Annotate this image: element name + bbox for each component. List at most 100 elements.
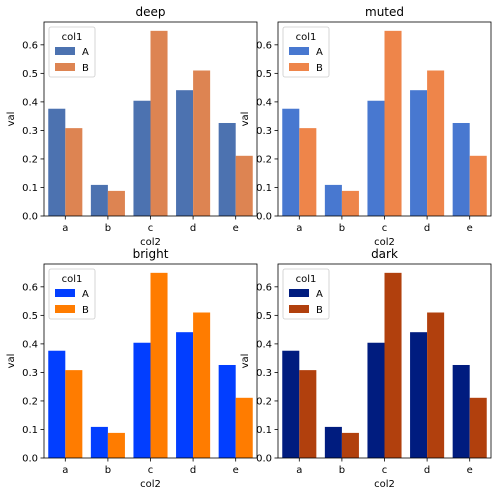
y-tick-label: 0.5 xyxy=(256,69,272,80)
legend-label-B: B xyxy=(316,305,323,316)
x-tick-label: b xyxy=(339,223,345,234)
bar-A-c xyxy=(133,100,151,216)
chart-panel-muted: 0.0 0.1 0.2 0.3 0.4 0.5 0.6 a b c d e muted col2 val co… xyxy=(240,5,492,248)
y-tick-label: 0.6 xyxy=(256,40,272,51)
bar-B-e xyxy=(469,155,487,216)
bar-A-b xyxy=(90,426,108,458)
legend-swatch-B xyxy=(55,305,75,313)
y-tick-label: 0.0 xyxy=(256,454,272,465)
bar-A-e xyxy=(218,364,236,458)
bar-B-c xyxy=(384,272,402,458)
y-tick-label: 0.0 xyxy=(256,212,272,223)
x-tick-label: e xyxy=(467,223,473,234)
x-tick-label: a xyxy=(296,223,302,234)
legend-swatch-B xyxy=(289,305,309,313)
legend-swatch-B xyxy=(55,63,75,71)
legend-swatch-A xyxy=(55,47,75,55)
bar-B-c xyxy=(150,272,168,458)
bar-B-d xyxy=(427,70,445,216)
legend-label-B: B xyxy=(82,305,89,316)
bar-B-d xyxy=(193,70,211,216)
y-axis-label: val xyxy=(6,354,17,369)
bar-B-b xyxy=(341,432,359,458)
bar-A-d xyxy=(410,332,428,458)
legend-swatch-A xyxy=(55,289,75,297)
legend-title: col1 xyxy=(296,32,317,43)
y-tick-label: 0.4 xyxy=(22,339,38,350)
bar-A-a xyxy=(48,108,66,216)
y-tick-label: 0.1 xyxy=(22,183,38,194)
bar-B-b xyxy=(107,432,125,458)
y-tick-label: 0.3 xyxy=(256,126,272,137)
legend: col1 AB xyxy=(282,26,330,78)
bar-A-d xyxy=(176,90,194,216)
x-tick-label: c xyxy=(382,223,388,234)
bar-B-a xyxy=(299,370,317,458)
legend-swatch-B xyxy=(289,63,309,71)
axes-frame xyxy=(43,21,258,217)
chart-title: dark xyxy=(371,247,398,261)
bar-A-c xyxy=(133,342,151,458)
y-tick-label: 0.0 xyxy=(22,212,38,223)
bar-A-c xyxy=(367,342,385,458)
bar-B-e xyxy=(235,397,253,458)
x-tick-label: e xyxy=(467,465,473,476)
y-tick-label: 0.2 xyxy=(256,396,272,407)
y-axis-label: val xyxy=(240,354,251,369)
legend: col1 AB xyxy=(48,26,96,78)
legend: col1 AB xyxy=(48,268,96,320)
y-tick-label: 0.4 xyxy=(256,97,272,108)
bar-B-c xyxy=(150,30,168,217)
bar-A-d xyxy=(176,332,194,458)
axes-frame xyxy=(277,263,492,459)
x-axis-label: col2 xyxy=(140,237,161,248)
x-tick-label: b xyxy=(105,223,111,234)
y-tick-label: 0.6 xyxy=(22,40,38,51)
bar-B-b xyxy=(107,190,125,216)
legend-label-A: A xyxy=(316,289,323,300)
bar-B-d xyxy=(427,312,445,458)
chart-title: muted xyxy=(365,5,404,19)
legend-label-A: A xyxy=(82,47,89,58)
bar-A-a xyxy=(282,108,300,216)
y-tick-label: 0.4 xyxy=(256,339,272,350)
legend-label-A: A xyxy=(316,47,323,58)
y-tick-label: 0.3 xyxy=(256,368,272,379)
bar-B-a xyxy=(299,128,317,216)
bar-B-a xyxy=(65,370,83,458)
bar-A-a xyxy=(282,350,300,458)
legend-label-A: A xyxy=(82,289,89,300)
chart-panel-deep: 0.0 0.1 0.2 0.3 0.4 0.5 0.6 a b c d e deep col2 val col… xyxy=(6,5,258,248)
y-axis-label: val xyxy=(6,112,17,127)
x-tick-label: d xyxy=(190,223,196,234)
legend-label-B: B xyxy=(82,63,89,74)
bar-B-c xyxy=(384,30,402,217)
x-tick-label: c xyxy=(148,465,154,476)
bar-A-b xyxy=(324,426,342,458)
bar-A-a xyxy=(48,350,66,458)
x-tick-label: d xyxy=(424,465,430,476)
legend-label-B: B xyxy=(316,63,323,74)
x-tick-label: e xyxy=(233,223,239,234)
bar-B-d xyxy=(193,312,211,458)
bar-B-a xyxy=(65,128,83,216)
chart-title: bright xyxy=(133,247,169,261)
x-axis-label: col2 xyxy=(374,237,395,248)
y-tick-label: 0.5 xyxy=(22,311,38,322)
y-axis-label: val xyxy=(240,112,251,127)
legend-title: col1 xyxy=(62,274,83,285)
bar-B-e xyxy=(235,155,253,216)
y-tick-label: 0.2 xyxy=(22,154,38,165)
y-tick-label: 0.4 xyxy=(22,97,38,108)
x-axis-label: col2 xyxy=(140,479,161,490)
x-axis-label: col2 xyxy=(374,479,395,490)
y-tick-label: 0.2 xyxy=(22,396,38,407)
bar-A-b xyxy=(324,184,342,216)
legend-title: col1 xyxy=(296,274,317,285)
x-tick-label: a xyxy=(296,465,302,476)
y-tick-label: 0.2 xyxy=(256,154,272,165)
x-tick-label: c xyxy=(382,465,388,476)
x-tick-label: d xyxy=(190,465,196,476)
bar-A-e xyxy=(452,364,470,458)
